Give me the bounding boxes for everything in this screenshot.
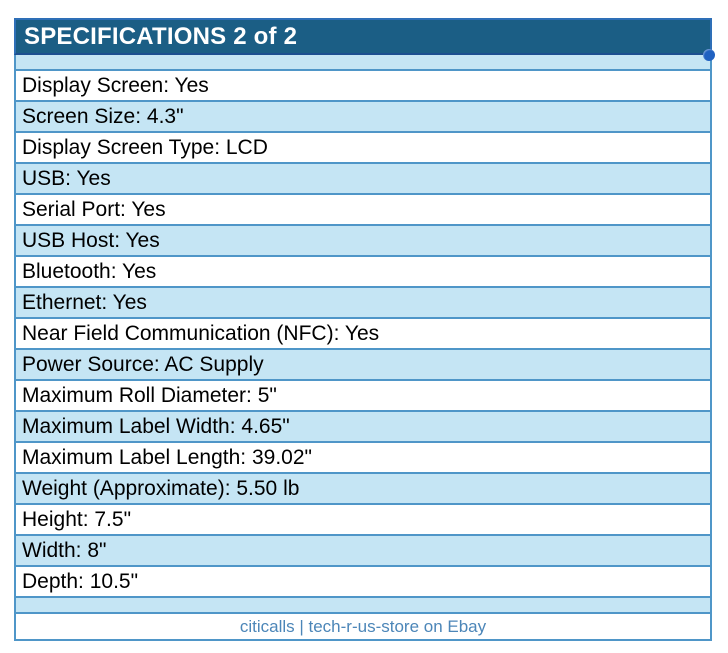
spec-rows: Display Screen: Yes Screen Size: 4.3" Di… <box>14 55 712 641</box>
spec-row-height: Height: 7.5" <box>16 505 710 536</box>
spec-row-display-screen: Display Screen: Yes <box>16 71 710 102</box>
footer-row: citicalls | tech-r-us-store on Ebay <box>16 614 710 639</box>
spec-row-usb-host: USB Host: Yes <box>16 226 710 257</box>
spec-row-ethernet: Ethernet: Yes <box>16 288 710 319</box>
specifications-title: SPECIFICATIONS 2 of 2 <box>24 22 298 50</box>
spec-row-label-width: Maximum Label Width: 4.65" <box>16 412 710 443</box>
spec-row-depth: Depth: 10.5" <box>16 567 710 598</box>
spec-row-label-length: Maximum Label Length: 39.02" <box>16 443 710 474</box>
spec-row-screen-size: Screen Size: 4.3" <box>16 102 710 133</box>
spec-row-bluetooth: Bluetooth: Yes <box>16 257 710 288</box>
specifications-header: SPECIFICATIONS 2 of 2 <box>14 18 715 61</box>
spec-row-roll-diameter: Maximum Roll Diameter: 5" <box>16 381 710 412</box>
spec-row-usb: USB: Yes <box>16 164 710 195</box>
spec-row-serial-port: Serial Port: Yes <box>16 195 710 226</box>
spacer-row-bottom <box>16 598 710 614</box>
spec-row-width: Width: 8" <box>16 536 710 567</box>
specifications-table: SPECIFICATIONS 2 of 2 Display Screen: Ye… <box>14 18 715 641</box>
spacer-row-top <box>16 55 710 71</box>
spec-row-nfc: Near Field Communication (NFC): Yes <box>16 319 710 350</box>
spec-row-weight: Weight (Approximate): 5.50 lb <box>16 474 710 505</box>
spec-row-display-type: Display Screen Type: LCD <box>16 133 710 164</box>
store-links[interactable]: citicalls | tech-r-us-store on Ebay <box>239 616 487 636</box>
spec-row-power-source: Power Source: AC Supply <box>16 350 710 381</box>
blue-dot-icon <box>703 49 715 61</box>
